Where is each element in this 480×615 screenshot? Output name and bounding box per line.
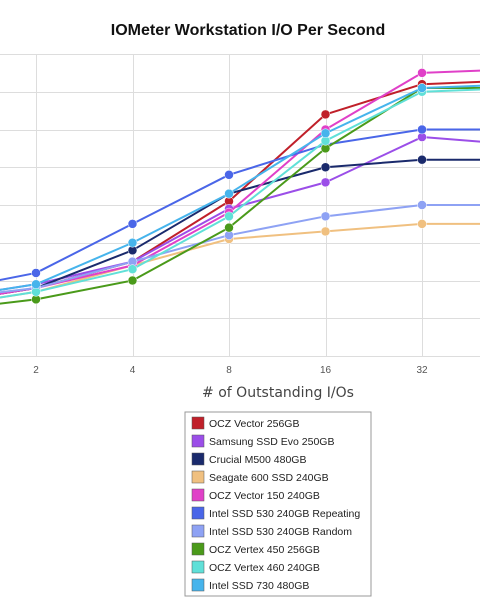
legend-box [184,411,372,597]
legend-swatch [191,542,205,556]
data-point [320,177,331,188]
series-line [0,128,480,282]
chart-title: IOMeter Workstation I/O Per Second [111,22,385,39]
chart-series [0,68,480,305]
legend-label: Seagate 600 SSD 240GB [209,472,329,484]
data-point [31,268,41,278]
data-point [417,68,427,78]
x-tick-label: 16 [320,365,332,376]
data-point [320,109,331,120]
data-point [417,83,427,93]
data-point [224,170,234,180]
data-point [417,200,427,210]
legend-label: Intel SSD 730 480GB [209,580,309,592]
data-point [127,264,138,274]
legend-swatch [191,434,205,448]
legend-swatch [191,416,205,430]
x-tick-label: 32 [416,365,428,376]
data-point [31,279,41,290]
legend: OCZ Vector 256GB Samsung SSD Evo 250GB Cru… [184,411,372,597]
data-point [320,162,331,172]
x-tick-label: 2 [33,365,39,376]
legend-swatch [191,488,205,502]
legend-swatch [191,506,205,520]
legend-swatch [191,452,205,466]
series-6 [0,200,480,294]
legend-label: Intel SSD 530 240GB Random [209,526,352,538]
data-point [224,188,234,199]
data-point [417,219,427,229]
legend-swatch [191,560,205,574]
x-tick-label: 4 [130,365,136,376]
data-point [320,211,331,222]
data-point [417,154,427,165]
data-point [224,211,234,222]
series-line [0,222,480,299]
series-9 [0,83,480,291]
data-point [127,219,138,229]
legend-swatch [191,524,205,538]
legend-label: OCZ Vector 256GB [209,418,299,430]
data-point [320,128,331,139]
legend-label: Intel SSD 530 240GB Repeating [209,508,360,520]
x-axis-label: # of Outstanding I/Os [202,385,354,401]
x-axis-ticks: 2 4 8 16 32 [33,365,428,376]
data-point [127,238,138,248]
legend-label: Crucial M500 480GB [209,454,306,466]
legend-label: OCZ Vertex 450 256GB [209,544,320,556]
data-point [224,222,234,233]
data-point [320,226,331,237]
legend-label: OCZ Vertex 460 240GB [209,562,320,574]
x-tick-label: 8 [226,365,232,376]
data-point [127,275,138,286]
legend-swatch [191,578,205,592]
legend-label: OCZ Vector 150 240GB [209,490,320,502]
data-point [417,124,427,135]
legend-label: Samsung SSD Evo 250GB [209,436,334,448]
legend-swatch [191,470,205,484]
